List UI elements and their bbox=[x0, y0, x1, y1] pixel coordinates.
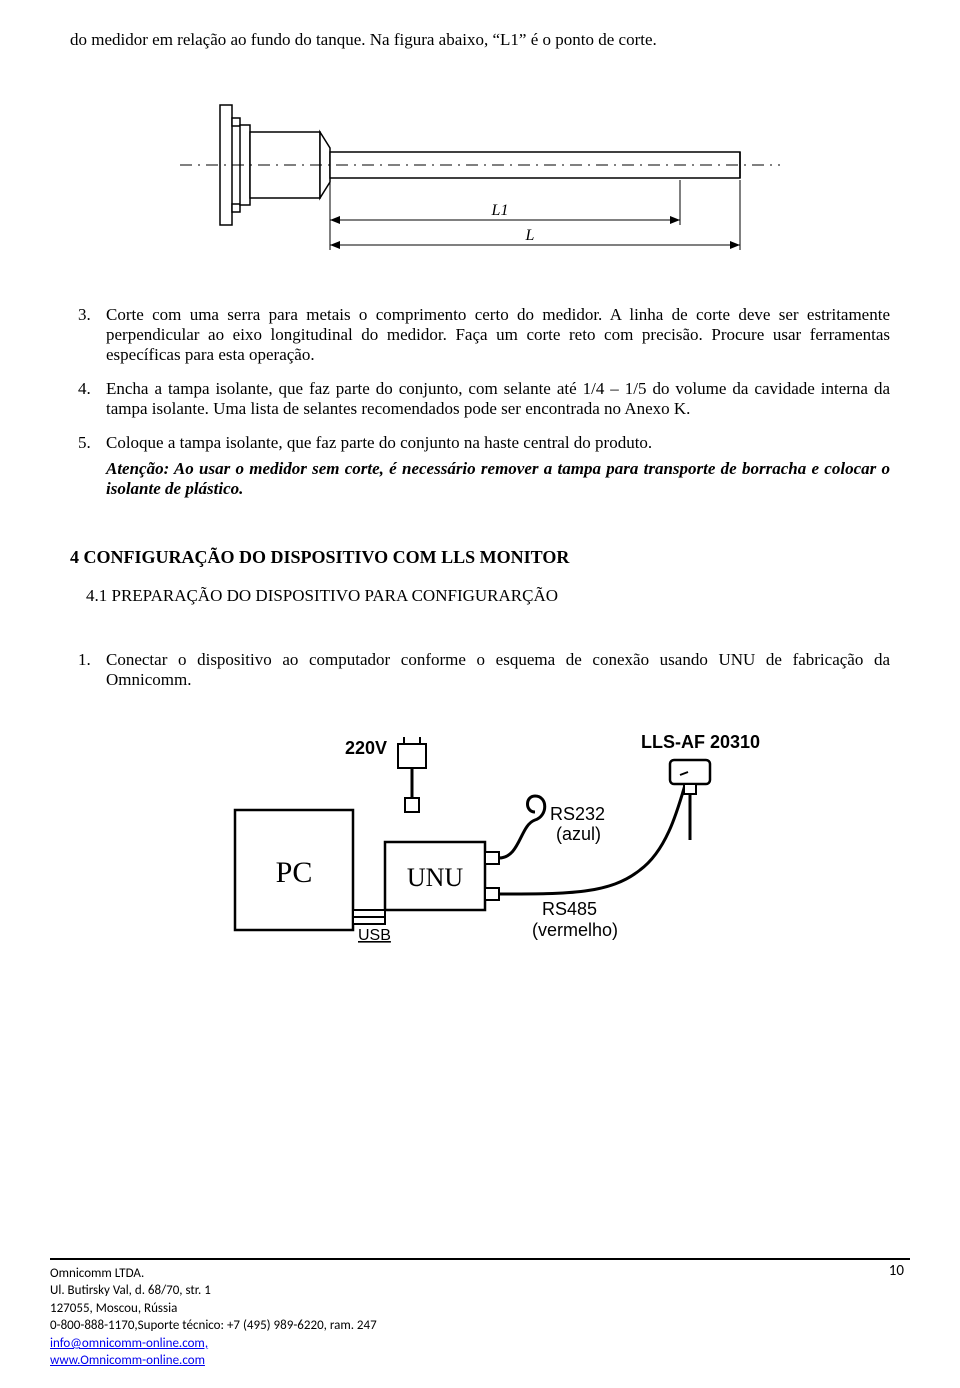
footer-company: Omnicomm LTDA. bbox=[50, 1265, 377, 1283]
page-number: 10 bbox=[889, 1262, 904, 1280]
label-rs485: RS485 bbox=[542, 899, 597, 919]
label-rs485-color: (vermelho) bbox=[532, 920, 618, 940]
footer-addr2: 127055, Moscou, Rússia bbox=[50, 1300, 377, 1318]
list-item-5: 5. Coloque a tampa isolante, que faz par… bbox=[106, 433, 890, 499]
connect-item-1: 1. Conectar o dispositivo ao computador … bbox=[106, 650, 890, 690]
footer-addr1: Ul. Butirsky Val, d. 68/70, str. 1 bbox=[50, 1282, 377, 1300]
list-number: 1. bbox=[78, 650, 91, 670]
label-rs232-color: (azul) bbox=[556, 824, 601, 844]
heading-4-1: 4.1 PREPARAÇÃO DO DISPOSITIVO PARA CONFI… bbox=[86, 586, 890, 606]
l1-label: L1 bbox=[491, 202, 509, 219]
footer-email-link[interactable]: info@omnicomm-online.com, bbox=[50, 1336, 208, 1351]
intro-paragraph: do medidor em relação ao fundo do tanque… bbox=[70, 30, 890, 50]
figure-connection-diagram: 220V PC UNU USB RS232 (azul) RS485 (verm… bbox=[190, 720, 770, 980]
list-text: Encha a tampa isolante, que faz parte do… bbox=[106, 379, 890, 418]
label-usb: USB bbox=[358, 927, 391, 944]
label-unu: UNU bbox=[407, 863, 464, 892]
list-number: 3. bbox=[78, 305, 91, 325]
footer-phones: 0-800-888-1170,Suporte técnico: +7 (495)… bbox=[50, 1317, 377, 1335]
heading-4: 4 CONFIGURAÇÃO DO DISPOSITIVO COM LLS MO… bbox=[70, 547, 890, 568]
label-pc: PC bbox=[276, 856, 313, 889]
list-text: Coloque a tampa isolante, que faz parte … bbox=[106, 433, 652, 452]
footer-block: Omnicomm LTDA. Ul. Butirsky Val, d. 68/7… bbox=[50, 1265, 377, 1370]
figure-sensor-length: L1 L bbox=[180, 90, 780, 270]
l-label: L bbox=[525, 227, 535, 244]
list-item-4: 4. Encha a tampa isolante, que faz parte… bbox=[106, 379, 890, 419]
attention-note: Atenção: Ao usar o medidor sem corte, é … bbox=[106, 459, 890, 499]
footer-rule bbox=[50, 1258, 910, 1260]
list-text: Conectar o dispositivo ao computador con… bbox=[106, 650, 890, 689]
footer-www-link[interactable]: www.Omnicomm-online.com bbox=[50, 1353, 205, 1368]
label-rs232: RS232 bbox=[550, 804, 605, 824]
label-lls: LLS-AF 20310 bbox=[641, 732, 760, 752]
label-220v: 220V bbox=[345, 738, 387, 758]
list-text: Corte com uma serra para metais o compri… bbox=[106, 305, 890, 364]
list-number: 5. bbox=[78, 433, 91, 453]
list-number: 4. bbox=[78, 379, 91, 399]
list-item-3: 3. Corte com uma serra para metais o com… bbox=[106, 305, 890, 365]
